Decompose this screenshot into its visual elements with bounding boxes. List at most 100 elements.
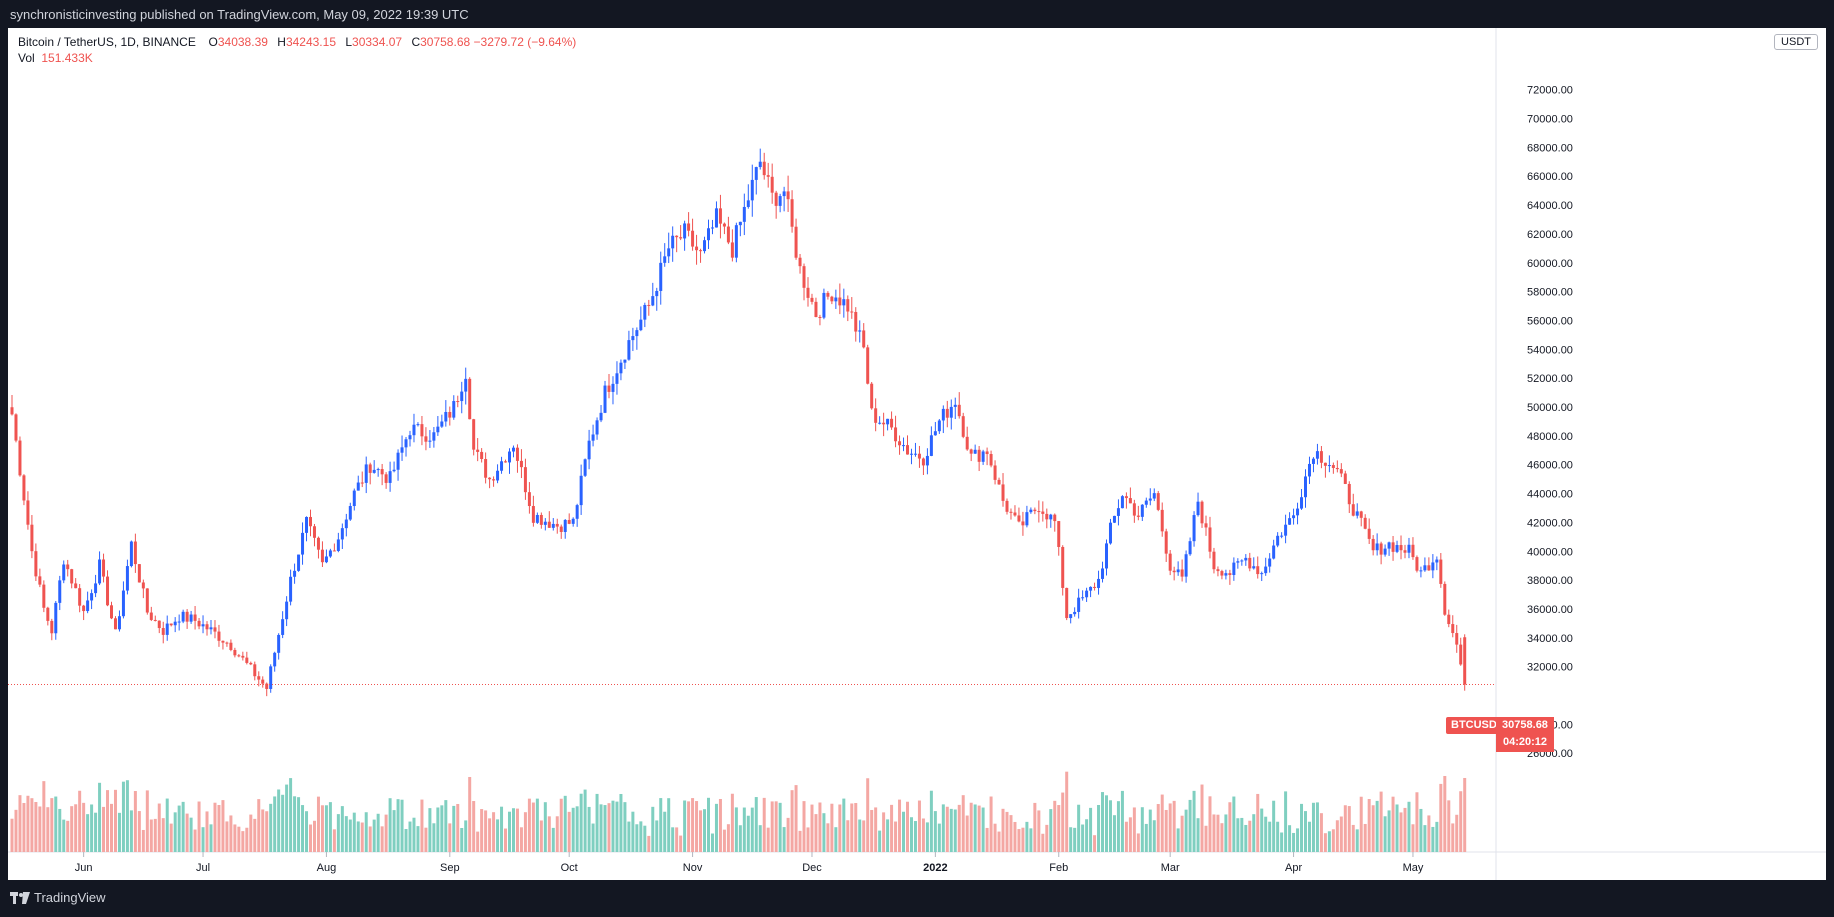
brand-name[interactable]: TradingView <box>34 890 106 905</box>
volume-bar <box>1355 829 1359 852</box>
volume-bar <box>1160 794 1164 852</box>
volume-bar <box>213 802 217 852</box>
candle-body <box>352 490 356 507</box>
candle-body <box>237 655 241 657</box>
volume-bar <box>1280 832 1284 852</box>
candle-body <box>1415 557 1419 571</box>
volume-bar <box>961 795 965 852</box>
candle-body <box>86 600 90 612</box>
candle-body <box>806 287 810 298</box>
candle-body <box>229 642 233 650</box>
volume-bar <box>758 825 762 852</box>
candle-body <box>1379 543 1383 555</box>
currency-unit-button[interactable]: USDT <box>1774 34 1818 50</box>
volume-bar <box>476 831 480 852</box>
volume-bar <box>1085 819 1089 852</box>
candle-body <box>1148 498 1152 501</box>
y-tick-label: 52000.00 <box>1527 373 1573 385</box>
candle-body <box>754 167 758 180</box>
candle-body <box>846 299 850 312</box>
chart-panel[interactable]: 26000.0028000.0032000.0034000.0036000.00… <box>8 28 1826 880</box>
volume-bar <box>46 807 50 852</box>
candle-body <box>1124 496 1128 499</box>
volume-bar <box>965 815 969 852</box>
volume-bar <box>344 816 348 852</box>
candle-body <box>1339 469 1343 474</box>
volume-bar <box>583 789 587 852</box>
candle-body <box>647 304 651 306</box>
volume-bar <box>714 803 718 852</box>
candle-body <box>1315 451 1319 459</box>
candle-body <box>157 620 161 629</box>
price-chart[interactable]: 26000.0028000.0032000.0034000.0036000.00… <box>8 28 1826 880</box>
volume-bar <box>1152 820 1156 852</box>
candle-body <box>1077 597 1081 612</box>
candle-body <box>332 550 336 552</box>
candle-body <box>1252 566 1256 569</box>
y-tick-label: 58000.00 <box>1527 287 1573 299</box>
candle-body <box>1069 614 1073 619</box>
candle-body <box>1224 573 1228 576</box>
candle-body <box>1156 493 1160 510</box>
candle-body <box>929 435 933 456</box>
y-tick-label: 32000.00 <box>1527 662 1573 674</box>
volume-bar <box>305 811 309 852</box>
volume-bar <box>902 811 906 852</box>
candle-body <box>770 176 774 193</box>
candle-body <box>1184 554 1188 577</box>
candle-body <box>1017 515 1021 522</box>
candle-body <box>539 514 543 525</box>
candle-body <box>1164 531 1168 554</box>
volume-bar <box>444 800 448 852</box>
candle-body <box>1248 557 1252 569</box>
last-price-tag: 30758.68 04:20:12 <box>1496 717 1554 752</box>
candle-body <box>34 551 38 577</box>
candle-body <box>1280 535 1284 537</box>
candle-body <box>161 628 165 635</box>
volume-bar <box>595 793 599 852</box>
candle-body <box>1256 566 1260 575</box>
candle-body <box>794 226 798 258</box>
volume-bar <box>432 823 436 852</box>
volume-bar <box>1379 791 1383 852</box>
candle-body <box>607 385 611 392</box>
candle-body <box>902 445 906 447</box>
volume-bar <box>1256 793 1260 852</box>
change-value: −3279.72 (−9.64%) <box>473 35 577 49</box>
candle-body <box>1351 504 1355 516</box>
candle-body <box>1375 543 1379 551</box>
volume-bar <box>380 826 384 852</box>
candle-body <box>973 449 977 454</box>
volume-bar <box>106 790 110 852</box>
candle-body <box>1307 463 1311 477</box>
volume-bar <box>336 814 340 852</box>
candle-body <box>1112 515 1116 523</box>
candle-body <box>177 621 181 623</box>
volume-bar <box>909 817 913 852</box>
volume-bar <box>563 795 567 852</box>
volume-bar <box>687 801 691 852</box>
candle-body <box>312 526 316 538</box>
candle-body <box>687 223 691 231</box>
last-price-value: 30758.68 <box>1502 719 1548 731</box>
low-label: L <box>345 35 353 49</box>
candle-body <box>38 576 42 585</box>
candle-body <box>734 225 738 258</box>
tradingview-logo-icon[interactable] <box>10 891 30 905</box>
volume-bar <box>1264 816 1268 852</box>
volume-bar <box>1363 823 1367 852</box>
volume-bar <box>523 812 527 852</box>
volume-bar <box>798 830 802 852</box>
volume-bar <box>165 798 169 852</box>
x-tick-label: Nov <box>683 862 703 874</box>
candle-body <box>189 614 193 622</box>
y-tick-label: 40000.00 <box>1527 546 1573 558</box>
volume-bar <box>722 829 726 852</box>
candle-body <box>615 373 619 384</box>
volume-bar <box>925 822 929 852</box>
volume-bar <box>392 810 396 852</box>
candle-body <box>1105 543 1108 569</box>
candle-body <box>591 434 595 441</box>
candle-body <box>1331 465 1335 468</box>
candle-body <box>472 419 476 450</box>
